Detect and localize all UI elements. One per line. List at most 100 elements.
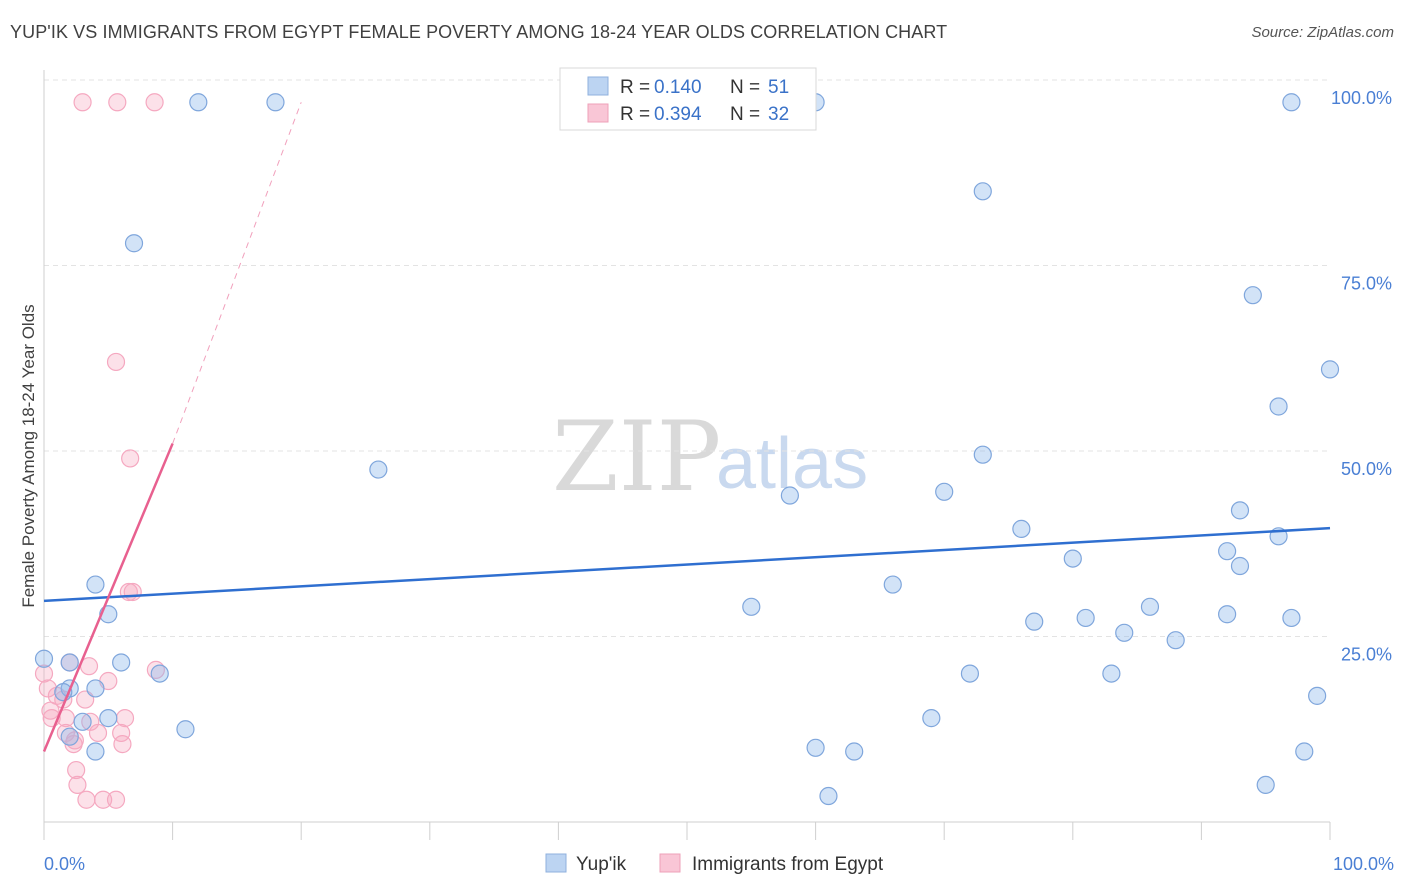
yupik-point xyxy=(973,182,992,201)
yupik-point xyxy=(742,597,761,616)
yupik-point xyxy=(1218,542,1237,561)
bottom-legend-egypt: Immigrants from Egypt xyxy=(692,854,884,875)
yupik-point xyxy=(780,486,799,505)
yupik-point xyxy=(922,709,941,728)
x-tick-labels: 0.0% 100.0% xyxy=(44,854,1394,874)
egypt-point xyxy=(119,582,138,602)
yupik-point xyxy=(124,234,144,253)
top-legend: R = 0.140 N = 51 R = 0.394 N = 32 xyxy=(559,67,817,131)
yupik-point xyxy=(176,720,195,739)
legend-n-label-2: N = xyxy=(730,104,760,125)
y-tick-label: 50.0% xyxy=(1341,459,1392,479)
legend-n-value-1: 51 xyxy=(768,77,789,98)
yupik-point xyxy=(1295,742,1314,761)
egypt-point xyxy=(68,775,87,795)
egypt-point xyxy=(67,760,86,780)
x-tick-label-max: 100.0% xyxy=(1333,854,1394,874)
yupik-point xyxy=(1012,519,1031,539)
y-tick-label: 100.0% xyxy=(1331,88,1392,108)
yupik-point xyxy=(1230,501,1250,520)
egypt-point xyxy=(73,93,92,112)
yupik-point xyxy=(1282,93,1301,112)
watermark-zip: ZIP xyxy=(552,401,721,513)
x-tick-label-min: 0.0% xyxy=(44,854,85,874)
legend-n-label-1: N = xyxy=(730,77,760,98)
yupik-point xyxy=(1243,286,1262,305)
yupik-point xyxy=(973,445,992,464)
y-tick-label: 25.0% xyxy=(1341,645,1392,665)
legend-swatch-yupik xyxy=(587,76,609,96)
egypt-point xyxy=(88,723,108,743)
yupik-point xyxy=(60,653,79,672)
bottom-legend: Yup'ik Immigrants from Egypt xyxy=(545,853,884,875)
yupik-point xyxy=(369,460,388,479)
yupik-point xyxy=(806,738,825,757)
watermark-atlas: atlas xyxy=(716,424,868,504)
trend-lines xyxy=(42,102,1331,752)
legend-n-value-2: 32 xyxy=(768,104,789,125)
y-axis-label: Female Poverty Among 18-24 Year Olds xyxy=(19,304,38,607)
egypt-trend-extension xyxy=(172,102,302,444)
legend-swatch-egypt xyxy=(587,103,609,123)
legend-r-value-1: 0.140 xyxy=(654,77,702,98)
egypt-points xyxy=(34,93,165,809)
y-tick-label: 75.0% xyxy=(1341,274,1392,294)
yupik-point xyxy=(1102,664,1121,683)
yupik-point xyxy=(1282,608,1301,628)
egypt-point xyxy=(108,93,127,112)
egypt-point xyxy=(113,734,132,754)
egypt-point xyxy=(106,352,126,372)
yupik-point xyxy=(1166,631,1185,650)
yupik-point xyxy=(883,575,902,594)
yupik-point xyxy=(1230,556,1250,576)
chart-title: YUP'IK VS IMMIGRANTS FROM EGYPT FEMALE P… xyxy=(10,22,948,42)
legend-r-value-2: 0.394 xyxy=(654,104,702,125)
egypt-point xyxy=(41,701,60,720)
yupik-point xyxy=(86,679,105,698)
egypt-point xyxy=(94,790,113,809)
yupik-point xyxy=(1076,608,1095,628)
yupik-point xyxy=(86,742,105,761)
yupik-point xyxy=(1320,360,1340,379)
egypt-point xyxy=(106,790,126,809)
yupik-point xyxy=(266,93,285,112)
yupik-point xyxy=(86,575,105,594)
egypt-point xyxy=(76,690,95,709)
source-label: Source: ZipAtlas.com xyxy=(1251,24,1394,41)
yupik-point xyxy=(1269,397,1288,416)
yupik-point xyxy=(99,709,118,728)
yupik-point xyxy=(845,742,864,761)
yupik-point xyxy=(935,482,954,501)
egypt-trend-line xyxy=(42,443,174,752)
bottom-legend-yupik: Yup'ik xyxy=(576,854,627,875)
yupik-point xyxy=(819,786,838,806)
yupik-point xyxy=(112,653,131,672)
gridlines xyxy=(44,79,1330,637)
egypt-point xyxy=(121,449,140,468)
egypt-point xyxy=(77,790,96,809)
yupik-point xyxy=(60,727,79,746)
egypt-point xyxy=(115,709,135,728)
yupik-point xyxy=(1025,612,1044,631)
yupik-point xyxy=(1256,775,1275,795)
yupik-trend-line xyxy=(43,526,1331,603)
bottom-legend-swatch-egypt xyxy=(659,853,681,873)
yupik-point xyxy=(1140,597,1160,616)
yupik-point xyxy=(150,664,169,683)
yupik-point xyxy=(1063,549,1082,568)
legend-r-label-2: R = xyxy=(620,104,650,125)
egypt-point xyxy=(34,664,54,683)
yupik-point xyxy=(34,649,54,668)
egypt-point xyxy=(145,93,164,112)
bottom-legend-swatch-yupik xyxy=(545,853,567,873)
yupik-point xyxy=(1115,623,1134,642)
yupik-point xyxy=(73,712,92,731)
yupik-point xyxy=(1218,605,1237,624)
legend-r-label-1: R = xyxy=(620,77,650,98)
yupik-point xyxy=(189,93,208,112)
yupik-points xyxy=(34,93,1340,806)
y-tick-labels: 25.0% 50.0% 75.0% 100.0% xyxy=(1331,88,1392,665)
yupik-point xyxy=(1308,686,1327,705)
yupik-point xyxy=(960,664,980,683)
